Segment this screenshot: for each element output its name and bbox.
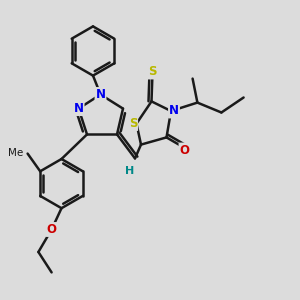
Text: O: O: [46, 223, 57, 236]
Text: Me: Me: [8, 148, 23, 158]
Text: S: S: [148, 65, 157, 79]
Text: N: N: [74, 102, 84, 115]
Text: N: N: [95, 88, 106, 101]
Text: O: O: [179, 143, 190, 157]
Text: S: S: [129, 117, 137, 130]
Text: H: H: [125, 166, 134, 176]
Text: N: N: [169, 104, 179, 118]
